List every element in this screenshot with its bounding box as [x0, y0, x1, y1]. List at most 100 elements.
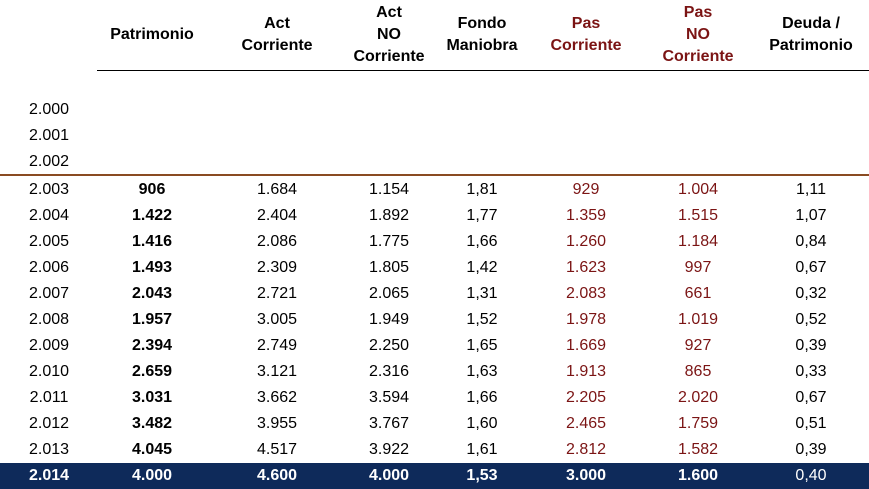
pas-no-corriente-cell: 927: [684, 337, 712, 354]
table-row: 2.009 2.394 2.749 2.250 1,65 1.669 927 0,39: [0, 333, 869, 359]
year-cell: 2.003: [28, 181, 70, 198]
table-row: 2.003 906 1.684 1.154 1,81 929 1.004 1,11: [0, 177, 869, 203]
act-corriente-cell: 3.955: [256, 415, 298, 432]
year-cell: 2.010: [28, 363, 70, 380]
fondo-maniobra-cell: 1,81: [466, 181, 498, 198]
pas-no-corriente-cell: 1.184: [677, 233, 719, 250]
year-cell: 2.007: [28, 285, 70, 302]
header-line-text: Corriente: [353, 48, 425, 65]
deuda-patrimonio-cell: 0,67: [795, 389, 827, 406]
deuda-patrimonio-cell: 1,11: [796, 181, 826, 198]
pas-no-corriente-cell: 1.515: [677, 207, 719, 224]
act-no-corriente-cell: 3.594: [368, 389, 410, 406]
header-line-text: Pas: [571, 15, 601, 32]
year-cell: 2.002: [28, 153, 70, 170]
header-line-text: Fondo: [457, 15, 507, 32]
act-no-corriente-cell: 2.250: [368, 337, 410, 354]
act-corriente-cell: 2.721: [256, 285, 298, 302]
pas-corriente-cell: 2.465: [565, 415, 607, 432]
header-pas-no-corriente: Pas NO Corriente: [643, 0, 753, 70]
header-deuda-patrimonio: Deuda / Patrimonio: [756, 0, 866, 70]
pas-no-corriente-cell: 2.020: [677, 389, 719, 406]
deuda-patrimonio-cell: 0,67: [795, 259, 827, 276]
table-row: 2.010 2.659 3.121 2.316 1,63 1.913 865 0,33: [0, 359, 869, 385]
pas-corriente-cell: 1.913: [565, 363, 607, 380]
deuda-patrimonio-cell: 0,52: [795, 311, 827, 328]
patrimonio-cell: 2.659: [131, 363, 173, 380]
deuda-patrimonio-cell: 0,51: [795, 415, 827, 432]
header-line-text: Act: [376, 4, 402, 21]
header-line-text: Patrimonio: [110, 26, 194, 43]
act-corriente-cell: 1.684: [256, 181, 298, 198]
pas-no-corriente-cell: 997: [684, 259, 712, 276]
pas-corriente-cell: 929: [572, 181, 600, 198]
year-cell: 2.009: [28, 337, 70, 354]
deuda-patrimonio-cell: 0,39: [795, 337, 827, 354]
act-corriente-cell: 2.404: [256, 207, 298, 224]
patrimonio-cell: 1.422: [131, 207, 173, 224]
fondo-maniobra-cell: 1,63: [466, 363, 498, 380]
fondo-maniobra-cell: 1,53: [466, 467, 498, 484]
patrimonio-cell: 2.043: [131, 285, 173, 302]
table-row: 2.011 3.031 3.662 3.594 1,66 2.205 2.020 0,67: [0, 385, 869, 411]
header-line-text: Corriente: [241, 37, 313, 54]
header-line-text: NO: [377, 26, 401, 43]
header-patrimonio: Patrimonio: [97, 0, 207, 70]
pas-no-corriente-cell: 661: [684, 285, 712, 302]
pas-corriente-cell: 1.623: [565, 259, 607, 276]
deuda-patrimonio-cell: 0,39: [795, 441, 827, 458]
act-corriente-cell: 2.749: [256, 337, 298, 354]
patrimonio-cell: 906: [138, 181, 166, 198]
act-no-corriente-cell: 2.065: [368, 285, 410, 302]
pas-corriente-cell: 2.205: [565, 389, 607, 406]
table-row: 2.004 1.422 2.404 1.892 1,77 1.359 1.515 1,07: [0, 203, 869, 229]
year-cell: 2.006: [28, 259, 70, 276]
pas-no-corriente-cell: 1.582: [677, 441, 719, 458]
pas-no-corriente-cell: 1.759: [677, 415, 719, 432]
table-row: 2.013 4.045 4.517 3.922 1,61 2.812 1.582 0,39: [0, 437, 869, 463]
patrimonio-cell: 1.493: [131, 259, 173, 276]
pas-corriente-cell: 1.359: [565, 207, 607, 224]
pas-corriente-cell: 1.669: [565, 337, 607, 354]
pas-corriente-cell: 3.000: [565, 467, 607, 484]
act-corriente-cell: 2.309: [256, 259, 298, 276]
table-header: Patrimonio Act Corriente Act NO Corriente Fond…: [0, 0, 869, 70]
table-row: 2.001: [0, 123, 869, 149]
act-no-corriente-cell: 1.949: [368, 311, 410, 328]
fondo-maniobra-cell: 1,31: [466, 285, 498, 302]
year-cell: 2.008: [28, 311, 70, 328]
table-row: 2.012 3.482 3.955 3.767 1,60 2.465 1.759 0,51: [0, 411, 869, 437]
act-no-corriente-cell: 2.316: [368, 363, 410, 380]
fondo-maniobra-cell: 1,42: [466, 259, 498, 276]
patrimonio-cell: 4.045: [131, 441, 173, 458]
fondo-maniobra-cell: 1,66: [466, 389, 498, 406]
year-cell: 2.005: [28, 233, 70, 250]
fondo-maniobra-cell: 1,60: [466, 415, 498, 432]
patrimonio-cell: 2.394: [131, 337, 173, 354]
act-corriente-cell: 3.005: [256, 311, 298, 328]
patrimonio-cell: 1.957: [131, 311, 173, 328]
table-row: 2.005 1.416 2.086 1.775 1,66 1.260 1.184 0,84: [0, 229, 869, 255]
patrimonio-cell: 3.031: [131, 389, 173, 406]
fondo-maniobra-cell: 1,77: [466, 207, 498, 224]
header-pas-corriente: Pas Corriente: [531, 0, 641, 70]
pas-corriente-cell: 2.812: [565, 441, 607, 458]
act-no-corriente-cell: 3.767: [368, 415, 410, 432]
act-no-corriente-cell: 1.892: [368, 207, 410, 224]
act-no-corriente-cell: 1.775: [368, 233, 410, 250]
year-cell: 2.001: [28, 127, 70, 144]
header-act-no-corriente: Act NO Corriente: [334, 0, 444, 70]
fondo-maniobra-cell: 1,61: [466, 441, 498, 458]
act-corriente-cell: 2.086: [256, 233, 298, 250]
deuda-patrimonio-cell: 0,33: [795, 363, 827, 380]
table-row: 2.002: [0, 149, 869, 175]
header-line-text: Patrimonio: [769, 37, 853, 54]
table-row: 2.007 2.043 2.721 2.065 1,31 2.083 661 0,32: [0, 281, 869, 307]
fondo-maniobra-cell: 1,52: [466, 311, 498, 328]
header-line-text: Act: [264, 15, 290, 32]
year-cell: 2.013: [28, 441, 70, 458]
patrimonio-cell: 1.416: [131, 233, 173, 250]
pas-no-corriente-cell: 1.004: [677, 181, 719, 198]
year-cell: 2.014: [28, 467, 70, 484]
highlight-row: 2.014 4.000 4.600 4.000 1,53 3.000 1.600 0,40: [0, 463, 869, 489]
